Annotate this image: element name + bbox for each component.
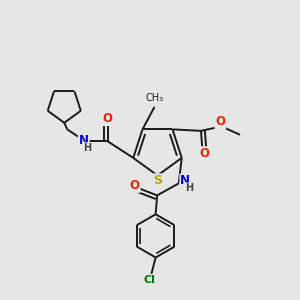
Text: O: O (130, 179, 140, 192)
Text: H: H (83, 143, 91, 153)
Text: N: N (79, 134, 89, 147)
Text: Cl: Cl (144, 275, 156, 285)
Text: O: O (215, 115, 226, 128)
Text: O: O (103, 112, 113, 125)
Text: N: N (180, 175, 190, 188)
Text: H: H (185, 183, 193, 193)
Text: O: O (199, 147, 209, 160)
Text: S: S (153, 174, 162, 188)
Text: CH₃: CH₃ (146, 93, 164, 103)
